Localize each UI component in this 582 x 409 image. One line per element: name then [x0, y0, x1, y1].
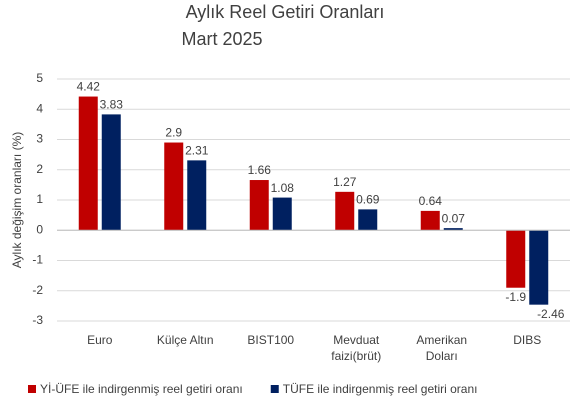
data-label: 0.07 — [442, 211, 466, 225]
y-tick-label: 1 — [36, 192, 43, 206]
x-tick-label: Mevduat faizi(brüt) — [331, 333, 382, 363]
data-label: 0.64 — [419, 194, 443, 208]
y-tick-label: -3 — [32, 313, 43, 327]
data-label: 1.66 — [248, 163, 272, 177]
y-tick-label: -2 — [32, 283, 43, 297]
bar — [249, 180, 269, 231]
data-label: 2.9 — [165, 126, 182, 140]
data-label: 0.69 — [356, 193, 380, 207]
data-label: 1.08 — [271, 181, 295, 195]
y-tick-label: 3 — [36, 132, 43, 146]
bar — [506, 230, 526, 288]
y-tick-label: -1 — [32, 253, 43, 267]
data-label: 2.31 — [185, 144, 209, 158]
bar — [443, 228, 463, 231]
bar — [358, 209, 378, 231]
legend-swatch — [28, 385, 36, 393]
bar — [272, 197, 292, 231]
data-label: 4.42 — [77, 80, 101, 94]
bar — [164, 142, 184, 231]
x-tick-label: BIST100 — [247, 333, 295, 347]
legend-label: TÜFE ile indirgenmiş reel getiri oranı — [283, 382, 478, 396]
legend-label: Yİ-ÜFE ile indirgenmiş reel getiri oranı — [40, 382, 243, 396]
chart-subtitle: Mart 2025 — [181, 29, 262, 49]
data-label: 3.83 — [100, 98, 124, 112]
legend-swatch — [270, 385, 279, 393]
data-label: -1.9 — [505, 290, 526, 304]
x-tick-label: Euro — [87, 333, 113, 347]
x-tick-label: DIBS — [513, 333, 542, 347]
y-tick-label: 0 — [36, 222, 43, 236]
y-tick-label: 5 — [36, 71, 43, 85]
y-tick-label: 4 — [36, 101, 43, 115]
bar — [420, 210, 440, 231]
y-axis-label: Aylık değişim oranları (%) — [10, 132, 24, 269]
bar — [78, 96, 98, 231]
bar — [101, 114, 121, 231]
y-tick-label: 2 — [36, 162, 43, 176]
chart-title: Aylık Reel Getiri Oranları — [186, 2, 385, 22]
bar — [529, 230, 549, 305]
x-tick-label: Amerikan Doları — [416, 333, 468, 363]
bar — [187, 160, 207, 231]
data-label: -2.46 — [537, 307, 565, 321]
bar — [335, 191, 355, 231]
x-tick-label: Külçe Altın — [156, 333, 214, 347]
data-label: 1.27 — [333, 175, 357, 189]
